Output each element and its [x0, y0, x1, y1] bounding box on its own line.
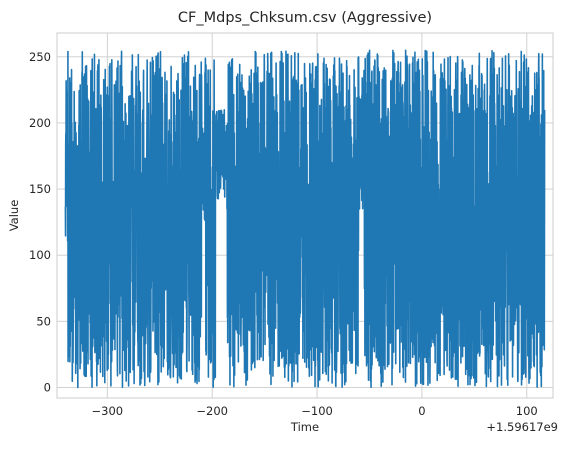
- y-tick-label: 100: [29, 248, 51, 262]
- x-tick-label: 100: [516, 404, 538, 418]
- y-axis-label: Value: [7, 200, 21, 232]
- y-tick-label: 200: [29, 116, 51, 130]
- x-tick-label: −100: [301, 404, 333, 418]
- tick-labels: −300 −200 −100 0 100 0 50 100 150 200 250: [29, 50, 538, 418]
- y-tick-label: 250: [29, 50, 51, 64]
- x-tick-label: 0: [418, 404, 425, 418]
- x-tick-label: −200: [196, 404, 228, 418]
- y-tick-label: 50: [36, 314, 51, 328]
- x-axis-label: Time: [290, 420, 319, 434]
- series-layer: [64, 49, 546, 389]
- x-tick-label: −300: [92, 404, 124, 418]
- y-tick-label: 150: [29, 182, 51, 196]
- chart-title: CF_Mdps_Chksum.csv (Aggressive): [178, 10, 432, 26]
- series-line-0: [64, 49, 546, 389]
- x-offset-label: +1.59617e9: [486, 420, 558, 434]
- plot-frame: [56, 32, 554, 399]
- y-tick-label: 0: [44, 380, 51, 394]
